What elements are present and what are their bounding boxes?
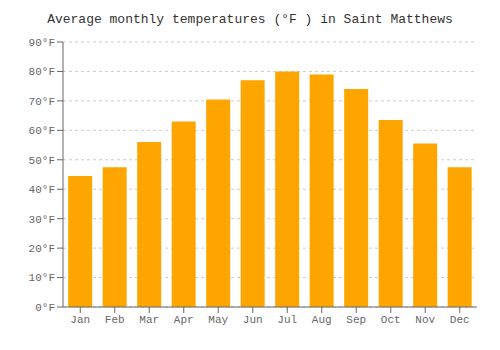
svg-text:Aug: Aug	[312, 314, 332, 326]
svg-text:Mar: Mar	[139, 314, 159, 326]
svg-text:40°F: 40°F	[29, 184, 55, 196]
svg-text:Feb: Feb	[105, 314, 125, 326]
svg-text:Jan: Jan	[70, 314, 90, 326]
svg-text:20°F: 20°F	[29, 243, 55, 255]
svg-text:Apr: Apr	[174, 314, 194, 326]
svg-text:80°F: 80°F	[29, 66, 55, 78]
svg-text:10°F: 10°F	[29, 272, 55, 284]
html-text:Average monthly temperatures (: Average monthly temperatures (°F ) in Sa…	[47, 12, 453, 27]
svg-text:Nov: Nov	[415, 314, 435, 326]
svg-text:50°F: 50°F	[29, 155, 55, 167]
svg-text:60°F: 60°F	[29, 125, 55, 137]
svg-text:Jul: Jul	[277, 314, 297, 326]
svg-text:90°F: 90°F	[29, 37, 55, 49]
svg-text:Jun: Jun	[243, 314, 263, 326]
svg-text:0°F: 0°F	[35, 302, 55, 314]
svg-text:Oct: Oct	[381, 314, 401, 326]
svg-text:May: May	[208, 314, 228, 326]
svg-text:70°F: 70°F	[29, 96, 55, 108]
svg-text:Sep: Sep	[346, 314, 366, 326]
svg-text:Dec: Dec	[450, 314, 470, 326]
svg-text:30°F: 30°F	[29, 214, 55, 226]
